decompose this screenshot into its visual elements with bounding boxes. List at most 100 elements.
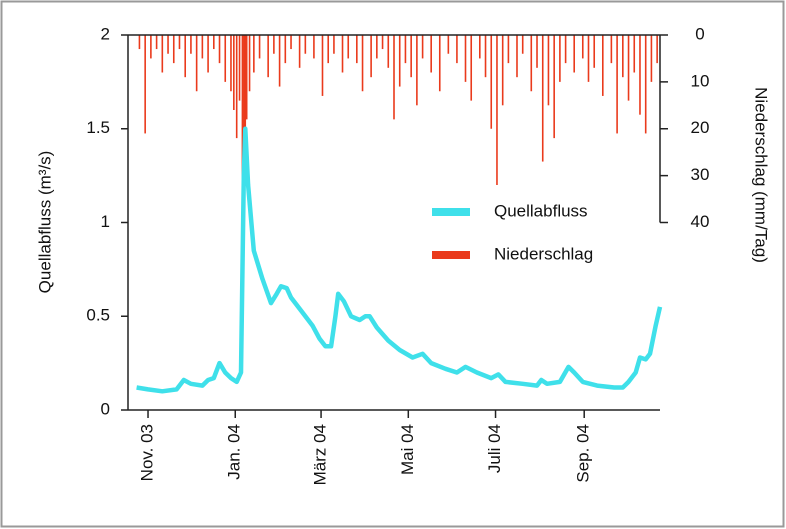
bar [245, 35, 248, 120]
y2-tick-label: 10 [691, 71, 710, 90]
bar [581, 35, 584, 59]
x-tick-label: Nov. 03 [138, 424, 157, 481]
x-tick-label: Jan. 04 [225, 424, 244, 480]
bar [610, 35, 613, 64]
bar [536, 35, 538, 68]
bar [150, 35, 152, 59]
bar [387, 35, 390, 68]
bar [341, 35, 344, 73]
bar [501, 35, 504, 106]
y-tick-label: 1.5 [86, 118, 110, 137]
bar [213, 35, 215, 50]
bar [421, 35, 424, 59]
bar [559, 35, 561, 82]
y2-tick-label: 40 [691, 212, 710, 231]
bar [416, 35, 418, 106]
bar [167, 35, 169, 54]
bar [430, 35, 432, 73]
bar [138, 35, 141, 50]
line [136, 126, 663, 394]
bar [304, 35, 307, 54]
y2-axis-label: Niederschlag (mm/Tag) [752, 87, 771, 263]
bar [172, 35, 175, 64]
legend-swatch [432, 208, 470, 216]
bar [381, 35, 384, 50]
bar [321, 35, 324, 96]
bar [207, 35, 209, 73]
y2-tick-label: 30 [691, 165, 710, 184]
legend-label: Niederschlag [494, 244, 593, 263]
bar [347, 35, 350, 59]
bar [541, 35, 544, 162]
y-tick-label: 1 [101, 212, 110, 231]
bar [258, 35, 261, 59]
y-tick-label: 0 [101, 399, 110, 418]
bar [327, 35, 330, 64]
bar [235, 35, 238, 139]
bar [356, 35, 358, 64]
y-tick-label: 0.5 [86, 306, 110, 325]
bar [616, 35, 618, 134]
bar [593, 35, 596, 68]
bar [507, 35, 510, 64]
bar [233, 35, 235, 110]
bar [241, 35, 244, 190]
bar [479, 35, 481, 59]
bar [456, 35, 458, 64]
bar [438, 35, 441, 92]
x-tick-label: Mai 04 [398, 424, 417, 475]
bar [490, 35, 493, 129]
bar [144, 35, 146, 134]
bar [298, 35, 301, 68]
bar [644, 35, 647, 134]
y2-tick-label: 20 [691, 118, 710, 137]
bar [553, 35, 555, 139]
bar [230, 35, 232, 92]
x-tick-label: März 04 [311, 424, 330, 485]
bar [243, 35, 245, 129]
bar [361, 35, 364, 92]
bar [484, 35, 487, 78]
bar [155, 35, 158, 50]
bar [516, 35, 518, 78]
bar [447, 35, 450, 54]
bar [639, 35, 641, 115]
y2-tick-label: 0 [695, 24, 704, 43]
bar [273, 35, 275, 54]
bar [201, 35, 204, 59]
bar [547, 35, 550, 106]
bar [650, 35, 653, 82]
bar [253, 35, 255, 73]
bar [496, 35, 498, 185]
bar [530, 35, 533, 92]
bar [393, 35, 395, 120]
bar [564, 35, 567, 64]
bar [622, 35, 624, 78]
bar [410, 35, 412, 78]
bar [267, 35, 269, 78]
bar [627, 35, 630, 101]
bar [248, 35, 251, 92]
bar [370, 35, 372, 78]
bar [184, 35, 187, 78]
bar [333, 35, 335, 54]
bar [464, 35, 467, 82]
x-tick-label: Sep. 04 [574, 424, 593, 483]
bar [218, 35, 221, 64]
legend-label: Quellabfluss [494, 201, 588, 220]
bar [224, 35, 227, 82]
bar [470, 35, 473, 101]
bar [398, 35, 401, 87]
bar [290, 35, 292, 50]
bar [238, 35, 241, 101]
y-axis-label: Quellabfluss (m³/s) [35, 151, 54, 294]
y-tick-label: 2 [101, 24, 110, 43]
bar [404, 35, 407, 64]
bar [601, 35, 604, 96]
bar [656, 35, 658, 64]
bar [313, 35, 315, 59]
bar [573, 35, 575, 73]
bar [587, 35, 590, 82]
